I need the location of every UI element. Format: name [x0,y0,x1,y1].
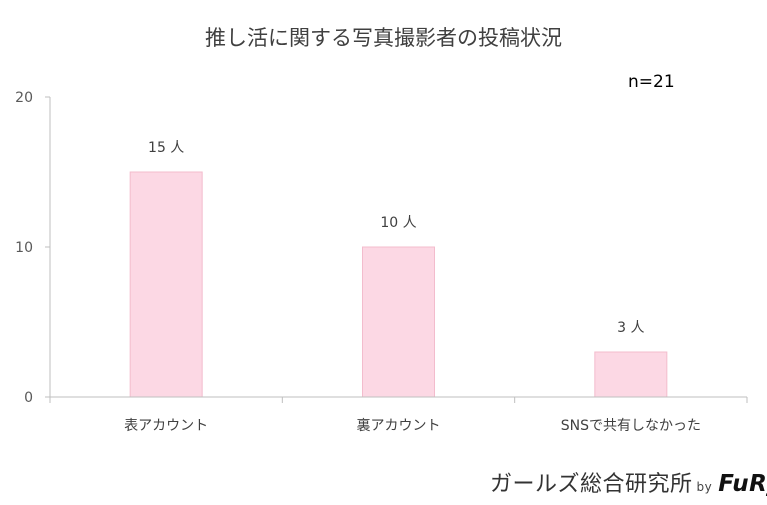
data-label: 15 人 [148,140,184,156]
data-label: 3 人 [617,320,644,336]
y-tick-label: 20 [15,90,33,106]
bar [594,351,668,398]
sample-size-label: n=21 [628,72,675,92]
data-label: 10 人 [380,215,416,231]
footer-by: by [696,480,713,494]
y-tick-label: 0 [24,390,33,406]
bar [362,246,435,398]
footer-org-name: ガールズ総合研究所 [490,472,693,497]
bar [129,171,203,398]
furyu-logo: FuRyu [718,471,767,497]
x-tick-label: SNSで共有しなかった [561,418,701,434]
x-tick-label: 表アカウント [124,418,208,434]
chart-title: 推し活に関する写真撮影者の投稿状況 [205,26,562,50]
x-tick-label: 裏アカウント [357,417,441,434]
y-tick-label: 10 [15,240,33,256]
